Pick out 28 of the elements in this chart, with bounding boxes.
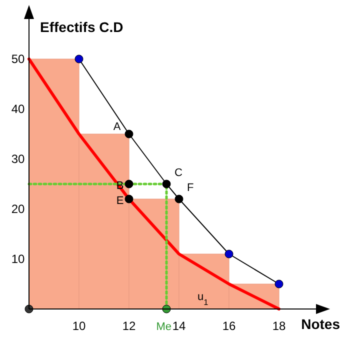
y-tick-label: 20 bbox=[11, 202, 25, 216]
x-tick-label: 16 bbox=[222, 319, 236, 333]
point bbox=[224, 250, 234, 258]
point bbox=[174, 194, 184, 204]
line-series bbox=[28, 58, 280, 310]
annotation: A bbox=[113, 121, 122, 133]
point bbox=[162, 180, 171, 188]
y-tick-label: 30 bbox=[11, 152, 25, 166]
point bbox=[274, 280, 284, 288]
annotation: B bbox=[116, 180, 124, 192]
x-axis-title: Notes bbox=[301, 316, 340, 332]
y-axis-title: Effectifs C.D bbox=[40, 19, 124, 35]
point bbox=[74, 54, 84, 64]
x-tick-label: 14 bbox=[172, 319, 186, 333]
y-tick-label: 50 bbox=[11, 52, 25, 66]
annotation: E bbox=[116, 195, 124, 207]
annotation: Me bbox=[156, 321, 172, 333]
point bbox=[124, 194, 134, 204]
annotation: u$_{1}$ bbox=[198, 291, 209, 306]
x-tick-label: 12 bbox=[122, 319, 136, 333]
y-tick-label: 40 bbox=[11, 102, 25, 116]
point bbox=[124, 180, 134, 188]
x-tick-label: 10 bbox=[72, 319, 86, 333]
y-tick-label: 10 bbox=[11, 252, 25, 266]
point bbox=[124, 130, 134, 138]
annotation: F bbox=[187, 182, 194, 194]
annotation: C bbox=[174, 167, 182, 179]
x-tick-label: 18 bbox=[272, 319, 286, 333]
